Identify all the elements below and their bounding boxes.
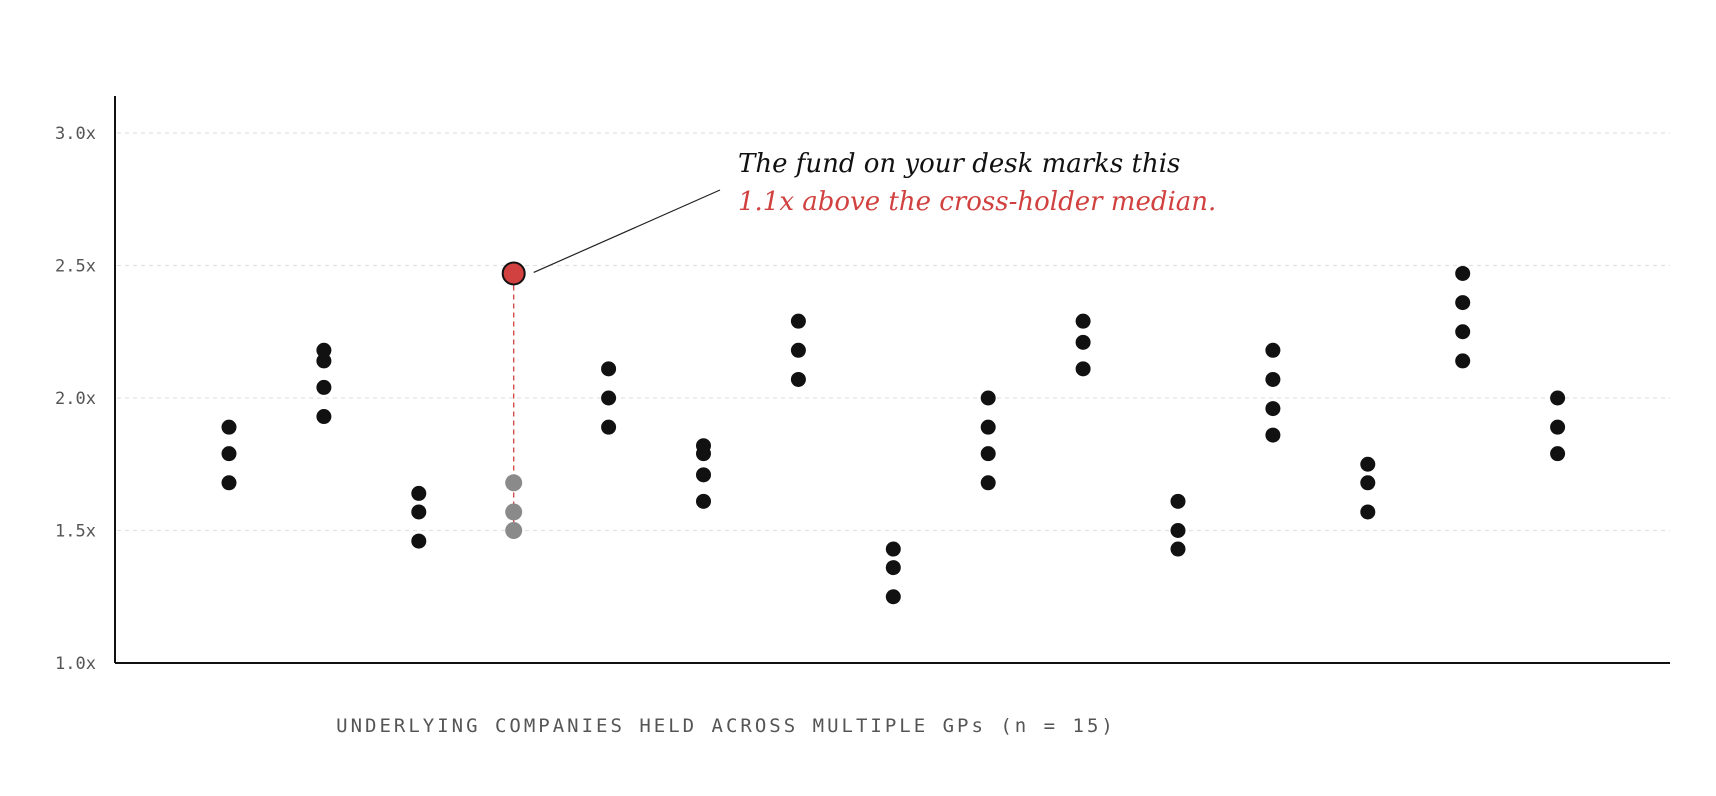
data-point bbox=[1170, 523, 1186, 538]
data-point bbox=[1550, 390, 1566, 406]
data-point bbox=[980, 475, 996, 491]
data-point bbox=[885, 541, 901, 557]
data-point bbox=[221, 475, 237, 491]
y-tick-label: 1.5x bbox=[55, 522, 96, 542]
data-point bbox=[1360, 475, 1376, 491]
data-point bbox=[980, 390, 996, 406]
data-point bbox=[221, 419, 237, 435]
y-tick-label: 3.0x bbox=[55, 124, 96, 144]
y-tick-label: 1.0x bbox=[55, 654, 96, 674]
data-point bbox=[601, 361, 617, 377]
gridlines bbox=[117, 132, 1670, 532]
data-point bbox=[411, 533, 427, 549]
data-point bbox=[696, 467, 711, 483]
data-point bbox=[790, 313, 806, 329]
data-point bbox=[1265, 371, 1281, 387]
data-point bbox=[411, 485, 427, 501]
y-tick-labels: 1.0x 1.5x 2.0x 2.5x 3.0x bbox=[55, 124, 96, 674]
data-point bbox=[316, 409, 332, 425]
data-point bbox=[885, 589, 901, 605]
data-point bbox=[1075, 334, 1091, 350]
data-point bbox=[1170, 493, 1186, 509]
data-point bbox=[1455, 265, 1471, 281]
peer-mark-dot bbox=[505, 474, 523, 492]
x-axis-caption: UNDERLYING COMPANIES HELD ACROSS MULTIPL… bbox=[336, 715, 1116, 737]
annotation-leader-line bbox=[533, 189, 721, 273]
data-point bbox=[790, 342, 806, 358]
data-point bbox=[1075, 313, 1091, 329]
data-point bbox=[411, 504, 427, 520]
peer-mark-dot bbox=[505, 503, 523, 521]
annotation-line-1: The fund on your desk marks this bbox=[738, 149, 1180, 179]
data-point bbox=[316, 379, 332, 395]
data-point bbox=[1265, 401, 1281, 417]
data-point bbox=[316, 342, 332, 358]
data-point bbox=[696, 493, 711, 509]
data-point bbox=[1455, 295, 1471, 311]
annotation-line-2: 1.1x above the cross-holder median. bbox=[738, 187, 1216, 217]
data-points bbox=[221, 261, 1566, 605]
y-tick-label: 2.0x bbox=[55, 389, 96, 409]
data-point bbox=[1550, 419, 1566, 435]
data-point bbox=[1265, 427, 1281, 443]
data-point bbox=[1170, 541, 1186, 557]
data-point bbox=[316, 353, 332, 369]
data-point bbox=[1360, 456, 1376, 472]
data-point bbox=[696, 446, 711, 462]
data-point bbox=[1360, 504, 1376, 520]
data-point bbox=[1075, 361, 1091, 377]
peer-mark-dot bbox=[505, 522, 523, 539]
y-tick-label: 2.5x bbox=[55, 257, 96, 277]
data-point bbox=[790, 371, 806, 387]
highlighted-fund-point bbox=[501, 261, 526, 286]
data-point bbox=[601, 419, 617, 435]
data-point bbox=[601, 390, 617, 406]
data-point bbox=[1455, 353, 1471, 369]
data-point bbox=[1265, 342, 1281, 358]
data-point bbox=[221, 446, 237, 462]
data-point bbox=[1455, 324, 1471, 340]
data-point bbox=[980, 419, 996, 435]
data-point bbox=[1550, 446, 1566, 462]
data-point bbox=[885, 560, 901, 576]
data-point bbox=[980, 446, 996, 462]
